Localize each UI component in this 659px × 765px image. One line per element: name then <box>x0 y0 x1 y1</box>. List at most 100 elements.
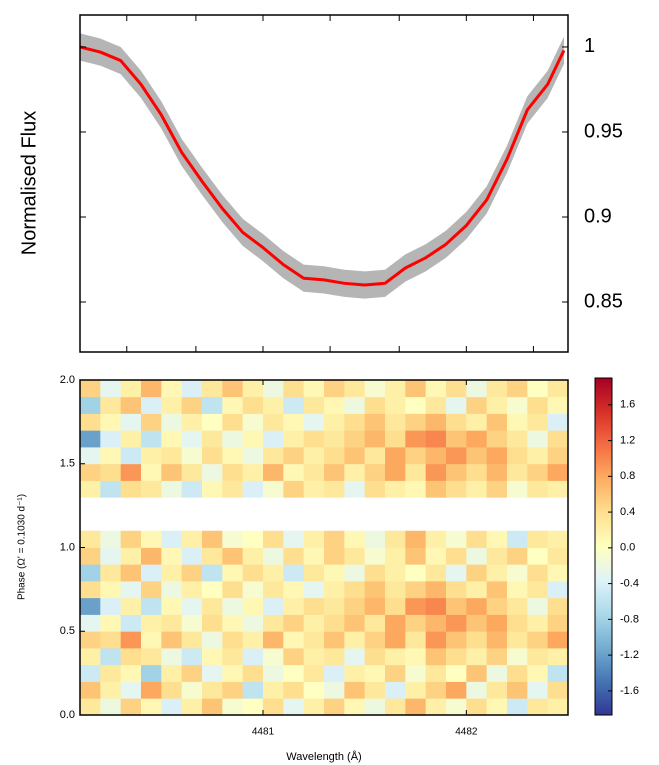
heatmap-cell <box>283 614 305 632</box>
heatmap-cell <box>161 681 183 699</box>
heatmap-cell <box>486 530 508 548</box>
heatmap-cell <box>507 547 528 565</box>
heatmap-cell <box>100 380 122 398</box>
heatmap-cell <box>547 681 569 699</box>
heatmap-cell <box>100 564 122 582</box>
x-tick-label: 4481 <box>252 727 275 738</box>
heatmap-cell <box>446 648 467 666</box>
heatmap-cell <box>161 564 183 582</box>
heatmap-cell <box>100 581 122 599</box>
heatmap-cell <box>283 396 305 414</box>
heatmap-cell <box>263 564 284 582</box>
heatmap-cell <box>344 564 366 582</box>
heatmap-cell <box>486 447 508 465</box>
heatmap-cell <box>263 463 284 481</box>
heatmap-cell <box>425 681 447 699</box>
heatmap-cell <box>385 463 406 481</box>
heatmap-cell <box>425 564 447 582</box>
heatmap-cell <box>120 480 142 498</box>
heatmap-cell <box>161 664 183 682</box>
heatmap-cell <box>527 480 549 498</box>
heatmap-cell <box>303 614 325 632</box>
heatmap-cell <box>446 413 467 431</box>
heatmap-cell <box>181 380 203 398</box>
heatmap-cell <box>181 530 203 548</box>
heatmap-cell <box>324 480 345 498</box>
heatmap-cell <box>507 463 528 481</box>
heatmap-cell <box>466 480 488 498</box>
heatmap-cell <box>527 463 549 481</box>
heatmap-cell <box>405 463 427 481</box>
heatmap-cell <box>466 430 488 448</box>
heatmap-cell <box>466 614 488 632</box>
heatmap-cell <box>141 597 162 615</box>
heatmap-cell <box>425 380 447 398</box>
heatmap-cell <box>344 614 366 632</box>
heatmap-cell <box>486 581 508 599</box>
heatmap-cell <box>202 614 223 632</box>
heatmap-cell <box>446 614 467 632</box>
heatmap-cell <box>120 614 142 632</box>
heatmap-cell <box>344 698 366 716</box>
heatmap-cell <box>181 547 203 565</box>
heatmap-cell <box>425 480 447 498</box>
heatmap-cell <box>120 396 142 414</box>
heatmap-cell <box>364 447 386 465</box>
x-tick-label: 4482 <box>455 727 478 738</box>
heatmap-cell <box>161 396 183 414</box>
heatmap-cell <box>222 463 244 481</box>
heatmap-cell <box>120 681 142 699</box>
heatmap-cell <box>100 463 122 481</box>
heatmap-cell <box>405 413 427 431</box>
heatmap-cell <box>507 380 528 398</box>
heatmap-cell <box>242 698 264 716</box>
heatmap-cell <box>303 430 325 448</box>
heatmap-cell <box>507 698 528 716</box>
heatmap-cell <box>80 463 101 481</box>
heatmap-cell <box>344 396 366 414</box>
heatmap-cell <box>181 480 203 498</box>
heatmap-cell <box>507 413 528 431</box>
heatmap-cell <box>486 664 508 682</box>
heatmap-cell <box>486 413 508 431</box>
heatmap-cell <box>527 698 549 716</box>
heatmap-cell <box>222 564 244 582</box>
heatmap-cell <box>80 581 101 599</box>
heatmap-cell <box>303 698 325 716</box>
heatmap-cell <box>344 581 366 599</box>
heatmap-cell <box>263 648 284 666</box>
heatmap-cell <box>161 547 183 565</box>
heatmap-cell <box>283 463 305 481</box>
heatmap-cell <box>303 447 325 465</box>
heatmap-cell <box>405 564 427 582</box>
heatmap-cell <box>263 430 284 448</box>
heatmap-cell <box>141 463 162 481</box>
heatmap-cell <box>364 530 386 548</box>
heatmap-cell <box>385 631 406 649</box>
heatmap-cell <box>80 631 101 649</box>
heatmap-cell <box>385 430 406 448</box>
heatmap-cell <box>161 581 183 599</box>
heatmap-cell <box>141 430 162 448</box>
heatmap-cell <box>283 413 305 431</box>
heatmap-cell <box>425 614 447 632</box>
heatmap-cell <box>547 664 569 682</box>
heatmap-cell <box>364 463 386 481</box>
heatmap-cell <box>364 480 386 498</box>
heatmap-cell <box>80 480 101 498</box>
heatmap-cell <box>100 413 122 431</box>
heatmap-cell <box>527 396 549 414</box>
heatmap-cell <box>80 380 101 398</box>
heatmap-cell <box>202 380 223 398</box>
heatmap-cell <box>283 631 305 649</box>
heatmap-cell <box>425 463 447 481</box>
heatmap-cell <box>181 648 203 666</box>
heatmap-cell <box>446 463 467 481</box>
heatmap-cell <box>547 447 569 465</box>
heatmap-cell <box>202 463 223 481</box>
heatmap-cell <box>283 648 305 666</box>
heatmap-cell <box>385 581 406 599</box>
heatmap-cell <box>527 664 549 682</box>
colorbar-tick-label: 1.6 <box>620 399 635 411</box>
heatmap-cell <box>120 698 142 716</box>
